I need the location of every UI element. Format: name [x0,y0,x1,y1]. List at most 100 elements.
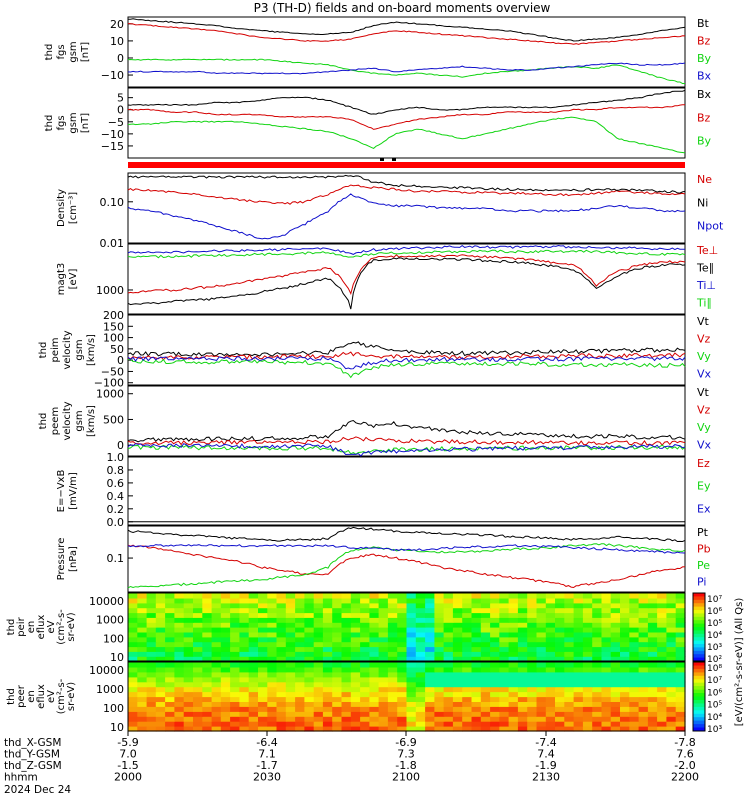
spectrogram-cell [304,711,315,717]
spectrogram-cell [666,612,677,618]
spectrogram-cell [276,597,287,604]
spectrogram-cell [211,627,222,633]
spectrogram-cell [610,646,621,652]
spectrogram-cell [350,696,361,702]
y-axis-label: peir [16,616,27,636]
spectrogram-cell [610,721,621,727]
spectrogram-cell [517,622,528,628]
spectrogram-cell [508,716,519,722]
colorbar-segment [693,696,705,701]
spectrogram-cell [193,696,203,702]
spectrogram-cell [230,602,240,609]
spectrogram-cell [471,631,482,638]
spectrogram-cell [471,716,482,722]
spectrogram-cell [211,602,222,609]
spectrogram-cell [267,676,278,683]
spectrogram-cell [647,636,658,643]
spectrogram-cell [452,631,463,638]
spectrogram-cell [304,701,315,707]
spectrogram-cell [313,691,324,698]
spectrogram-cell [322,617,333,623]
spectrogram-cell [322,691,333,698]
panel-frame-density [127,172,686,244]
spectrogram-cell [462,681,473,688]
spectrogram-cell [471,686,482,693]
spectrogram-cell [341,622,352,628]
y-axis-label: [nT] [80,42,91,62]
spectrogram-cell [313,617,324,623]
series-line-fgs-By [127,58,685,84]
spectrogram-cell [499,716,510,722]
spectrogram-cell [360,607,370,614]
spectrogram-cell [137,721,148,727]
series-line-pressure-Pt [127,526,686,543]
y-axis-label: eflux [36,684,47,709]
spectrogram-cell [573,602,584,609]
spectrogram-cell [128,686,138,693]
spectrogram-cell [220,636,231,643]
spectrogram-cell [220,696,231,702]
series-line-pressure-Pb [127,544,686,589]
spectrogram-cell [341,607,352,614]
spectrogram-cell [545,593,556,599]
spectrogram-cell [211,641,222,648]
spectrogram-cell [657,627,667,633]
spectrogram-cell [174,612,185,618]
spectrogram-cell [647,691,658,698]
spectrogram-cell [434,622,445,628]
spectrogram-cell [202,711,213,717]
spectrogram-cell [508,686,519,693]
spectrogram-cell [276,716,287,722]
spectrogram-cell [675,711,686,717]
spectrogram-cell [480,656,491,662]
spectrogram-cell [675,602,686,609]
spectrogram-cell [165,701,175,707]
spectrogram-cell [193,612,203,618]
spectrogram-cell [582,656,593,662]
colorbar-tick-label: 10⁷ [707,595,722,605]
spectrogram-cell [406,612,417,618]
spectrogram-cell [582,676,593,683]
spectrogram-cell [202,641,213,648]
spectrogram-cell [629,706,640,712]
spectrogram-cell [248,721,259,727]
spectrogram-cell [341,681,352,688]
spectrogram-cell [443,716,454,722]
spectrogram-cell [146,593,157,599]
spectrogram-cell [638,666,649,673]
spectrogram-cell [434,607,445,614]
spectrogram-cell [555,597,565,604]
spectrogram-cell [610,691,621,698]
legend-peim: Vx [697,368,712,381]
y-axis-label: E=−VxB [56,470,67,513]
y-tick-label: 10000 [89,664,124,677]
spectrogram-cell [545,691,556,698]
spectrogram-cell [183,597,194,604]
spectrogram-cell [480,701,491,707]
spectrogram-cell [248,711,259,717]
spectrogram-cell [183,706,194,712]
colorbar-segment [693,672,705,677]
spectrogram-cell [248,622,259,628]
spectrogram-cell [517,696,528,702]
spectrogram-cell [406,646,417,652]
spectrogram-cell [322,636,333,643]
spectrogram-cell [443,726,454,732]
spectrogram-cell [406,651,417,657]
spectrogram-cell [350,671,361,678]
spectrogram-cell [193,716,203,722]
spectrogram-cell [220,607,231,614]
spectrogram-cell [415,671,426,678]
spectrogram-cell [434,631,445,638]
spectrogram-cell [601,631,612,638]
spectrogram-cell [452,666,463,673]
spectrogram-cell [202,676,213,683]
spectrogram-cell [378,726,389,732]
spectrogram-cell [490,646,500,652]
spectrogram-cell [629,726,640,732]
spectrogram-cell [387,711,398,717]
spectrogram-cell [415,602,426,609]
spectrogram-cell [360,597,370,604]
spectrogram-cell [657,721,667,727]
spectrogram-cell [592,627,603,633]
